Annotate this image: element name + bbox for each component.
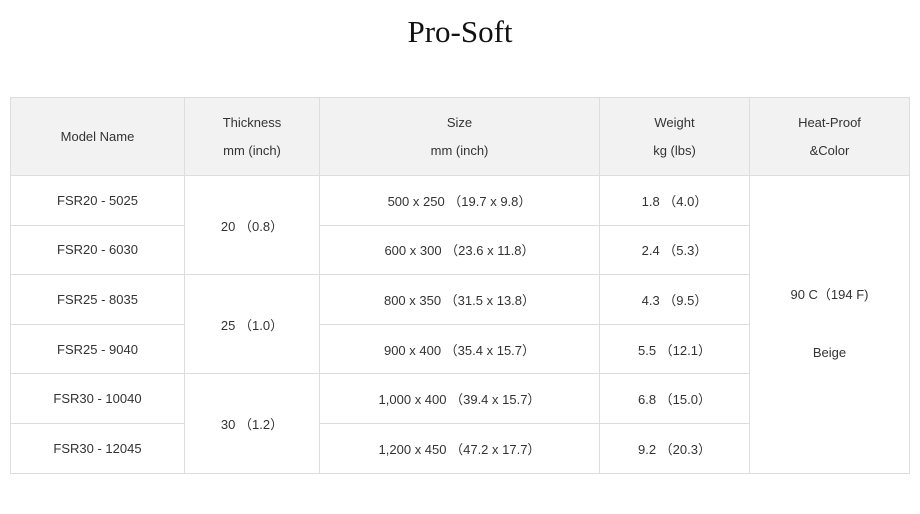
header-model: Model Name <box>10 97 185 176</box>
model-cell: FSR25 - 9040 <box>10 323 185 375</box>
thickness-cell: 20 （0.8） <box>184 174 320 276</box>
header-weight: Weight kg (lbs) <box>599 97 750 176</box>
weight-cell: 2.4 （5.3） <box>599 224 750 276</box>
spec-table: Model Name Thickness mm (inch) Size mm (in… <box>10 97 910 474</box>
weight-cell: 4.3 （9.5） <box>599 274 750 325</box>
page-title: Pro-Soft <box>407 14 513 49</box>
size-cell: 600 x 300 （23.6 x 11.8） <box>319 224 600 276</box>
header-row: Model Name Thickness mm (inch) Size mm (in… <box>10 97 910 176</box>
table-row: FSR25 - 9040 900 x 400 （35.4 x 15.7） 5.5… <box>10 323 910 375</box>
model-cell: FSR20 - 5025 <box>10 175 185 226</box>
model-cell: FSR20 - 6030 <box>10 224 185 276</box>
weight-cell: 1.8 （4.0） <box>599 175 750 226</box>
header-label: Thickness <box>222 114 282 130</box>
heat-color-cell: 90 C（194 F) Beige <box>749 175 910 474</box>
weight-cell: 5.5 （12.1） <box>599 323 750 375</box>
size-cell: 1,000 x 400 （39.4 x 15.7） <box>319 373 600 424</box>
header-unit: mm (inch) <box>223 142 281 158</box>
table-row: FSR30 - 10040 30 （1.2） 1,000 x 400 （39.4… <box>10 373 910 474</box>
table-row: FSR30 - 12045 1,200 x 450 （47.2 x 17.7） … <box>10 422 910 474</box>
header-heat-color: Heat-Proof &Color <box>749 97 910 176</box>
heat-proof-value: 90 C（194 F) <box>790 287 869 303</box>
header-label: Heat-Proof <box>798 114 861 130</box>
weight-cell: 6.8 （15.0） <box>599 373 750 424</box>
header-label: Weight <box>654 114 695 130</box>
size-cell: 800 x 350 （31.5 x 13.8） <box>319 274 600 325</box>
weight-cell: 9.2 （20.3） <box>599 422 750 474</box>
model-cell: FSR30 - 10040 <box>10 373 185 424</box>
model-cell: FSR25 - 8035 <box>10 274 185 325</box>
color-value: Beige <box>812 345 847 361</box>
header-unit: mm (inch) <box>430 142 489 158</box>
header-size: Size mm (inch) <box>319 97 600 176</box>
size-cell: 900 x 400 （35.4 x 15.7） <box>319 323 600 375</box>
header-thickness: Thickness mm (inch) <box>184 97 320 176</box>
size-cell: 500 x 250 （19.7 x 9.8） <box>319 175 600 226</box>
thickness-cell: 25 （1.0） <box>184 274 320 375</box>
table-row: FSR20 - 6030 600 x 300 （23.6 x 11.8） 2.4… <box>10 224 910 276</box>
table-row: FSR20 - 5025 20 （0.8） 500 x 250 （19.7 x … <box>10 174 910 474</box>
model-cell: FSR30 - 12045 <box>10 422 185 474</box>
thickness-cell: 30 （1.2） <box>184 373 320 474</box>
table-row: FSR25 - 8035 25 （1.0） 800 x 350 （31.5 x … <box>10 274 910 375</box>
header-unit: &Color <box>809 142 850 158</box>
header-label: Size <box>446 114 473 130</box>
header-unit: kg (lbs) <box>653 142 696 158</box>
size-cell: 1,200 x 450 （47.2 x 17.7） <box>319 422 600 474</box>
